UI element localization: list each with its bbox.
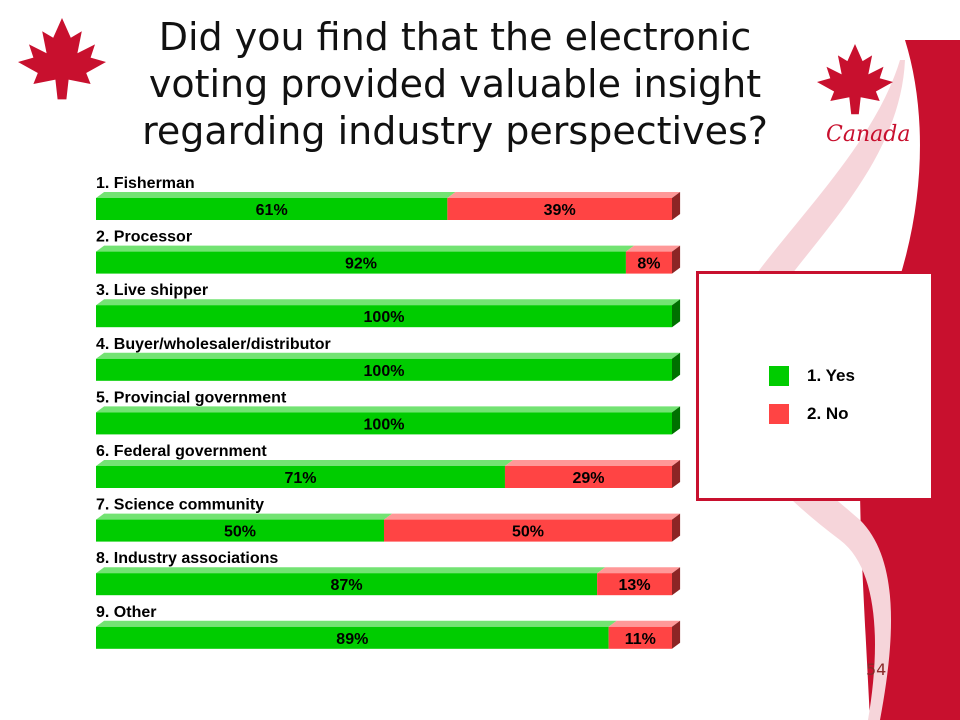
maple-leaf-left-icon (18, 18, 106, 100)
bar-top-yes (96, 406, 681, 413)
bar-segment-yes (96, 519, 384, 542)
data-label-yes: 50% (224, 524, 256, 541)
data-label-yes: 100% (364, 309, 405, 326)
page-number: 54 (866, 660, 887, 679)
data-label-no: 29% (572, 470, 604, 487)
data-label-no: 13% (619, 577, 651, 594)
legend-item-no: 2. No (769, 404, 849, 424)
data-label-yes: 87% (331, 577, 363, 594)
category-label: 3. Live shipper (96, 282, 208, 299)
bar-segment-yes (96, 305, 672, 328)
data-label-yes: 61% (256, 202, 288, 219)
bar-segment-no (608, 626, 672, 649)
data-label-no: 39% (544, 202, 576, 219)
data-label-yes: 100% (364, 363, 405, 380)
category-label: 1. Fisherman (96, 175, 195, 192)
bar-segment-no (597, 573, 672, 596)
slide-title: Did you find that the electronic voting … (142, 15, 768, 153)
bar-side (672, 460, 681, 488)
bar-side (672, 620, 681, 649)
bar-segment-yes (96, 412, 672, 435)
legend-swatch-no (769, 404, 789, 424)
bar-top-no (597, 567, 681, 574)
category-label: 4. Buyer/wholesaler/distributor (96, 336, 331, 353)
category-label: 2. Processor (96, 229, 192, 246)
bar-segment-no (447, 198, 672, 220)
bar-segment-yes (96, 358, 672, 381)
bar-segment-yes (96, 466, 505, 488)
bar-top-yes (96, 513, 393, 520)
bar-top-yes (96, 192, 456, 198)
bar-segment-no (504, 466, 672, 488)
bar-side (672, 192, 681, 220)
data-label-yes: 89% (336, 631, 368, 648)
bar-side (672, 352, 681, 381)
bar-top-yes (96, 567, 606, 574)
bar-side (672, 406, 681, 435)
legend-swatch-yes (769, 366, 789, 386)
bar-top-no (625, 245, 681, 252)
legend-label-yes: 1. Yes (807, 366, 855, 385)
bar-segment-no (384, 519, 672, 542)
bar-segment-yes (96, 573, 598, 596)
bar-side (672, 245, 681, 274)
data-label-no: 11% (625, 631, 656, 648)
bar-top-no (504, 460, 681, 466)
data-label-yes: 100% (364, 416, 405, 433)
data-label-yes: 92% (345, 256, 377, 273)
bar-segment-yes (96, 251, 626, 274)
legend-label-no: 2. No (807, 404, 849, 423)
bar-top-yes (96, 460, 514, 466)
bar-top-yes (96, 245, 635, 252)
data-label-yes: 71% (284, 470, 316, 487)
bar-segment-yes (96, 198, 448, 220)
bar-top-no (384, 513, 681, 520)
bar-side (672, 299, 681, 328)
maple-leaf-right-icon (817, 44, 893, 115)
bar-top-yes (96, 352, 681, 359)
chart-legend: 1. Yes 2. No (696, 271, 934, 501)
bar-top-no (447, 192, 681, 198)
legend-item-yes: 1. Yes (769, 366, 855, 386)
category-label: 7. Science community (96, 497, 264, 514)
bar-segment-no (625, 251, 672, 274)
bar-top-no (608, 620, 681, 627)
bar-segment-yes (96, 626, 609, 649)
data-label-no: 8% (637, 256, 660, 273)
category-label: 6. Federal government (96, 443, 267, 460)
data-label-no: 50% (512, 524, 544, 541)
canada-wordmark: Canada (826, 122, 911, 147)
bar-side (672, 513, 681, 542)
pink-ribbon-shape (712, 60, 905, 720)
category-label: 8. Industry associations (96, 550, 278, 567)
category-label: 9. Other (96, 604, 156, 621)
bar-top-yes (96, 620, 617, 627)
category-label: 5. Provincial government (96, 389, 287, 406)
bar-side (672, 567, 681, 596)
bar-top-yes (96, 299, 681, 306)
